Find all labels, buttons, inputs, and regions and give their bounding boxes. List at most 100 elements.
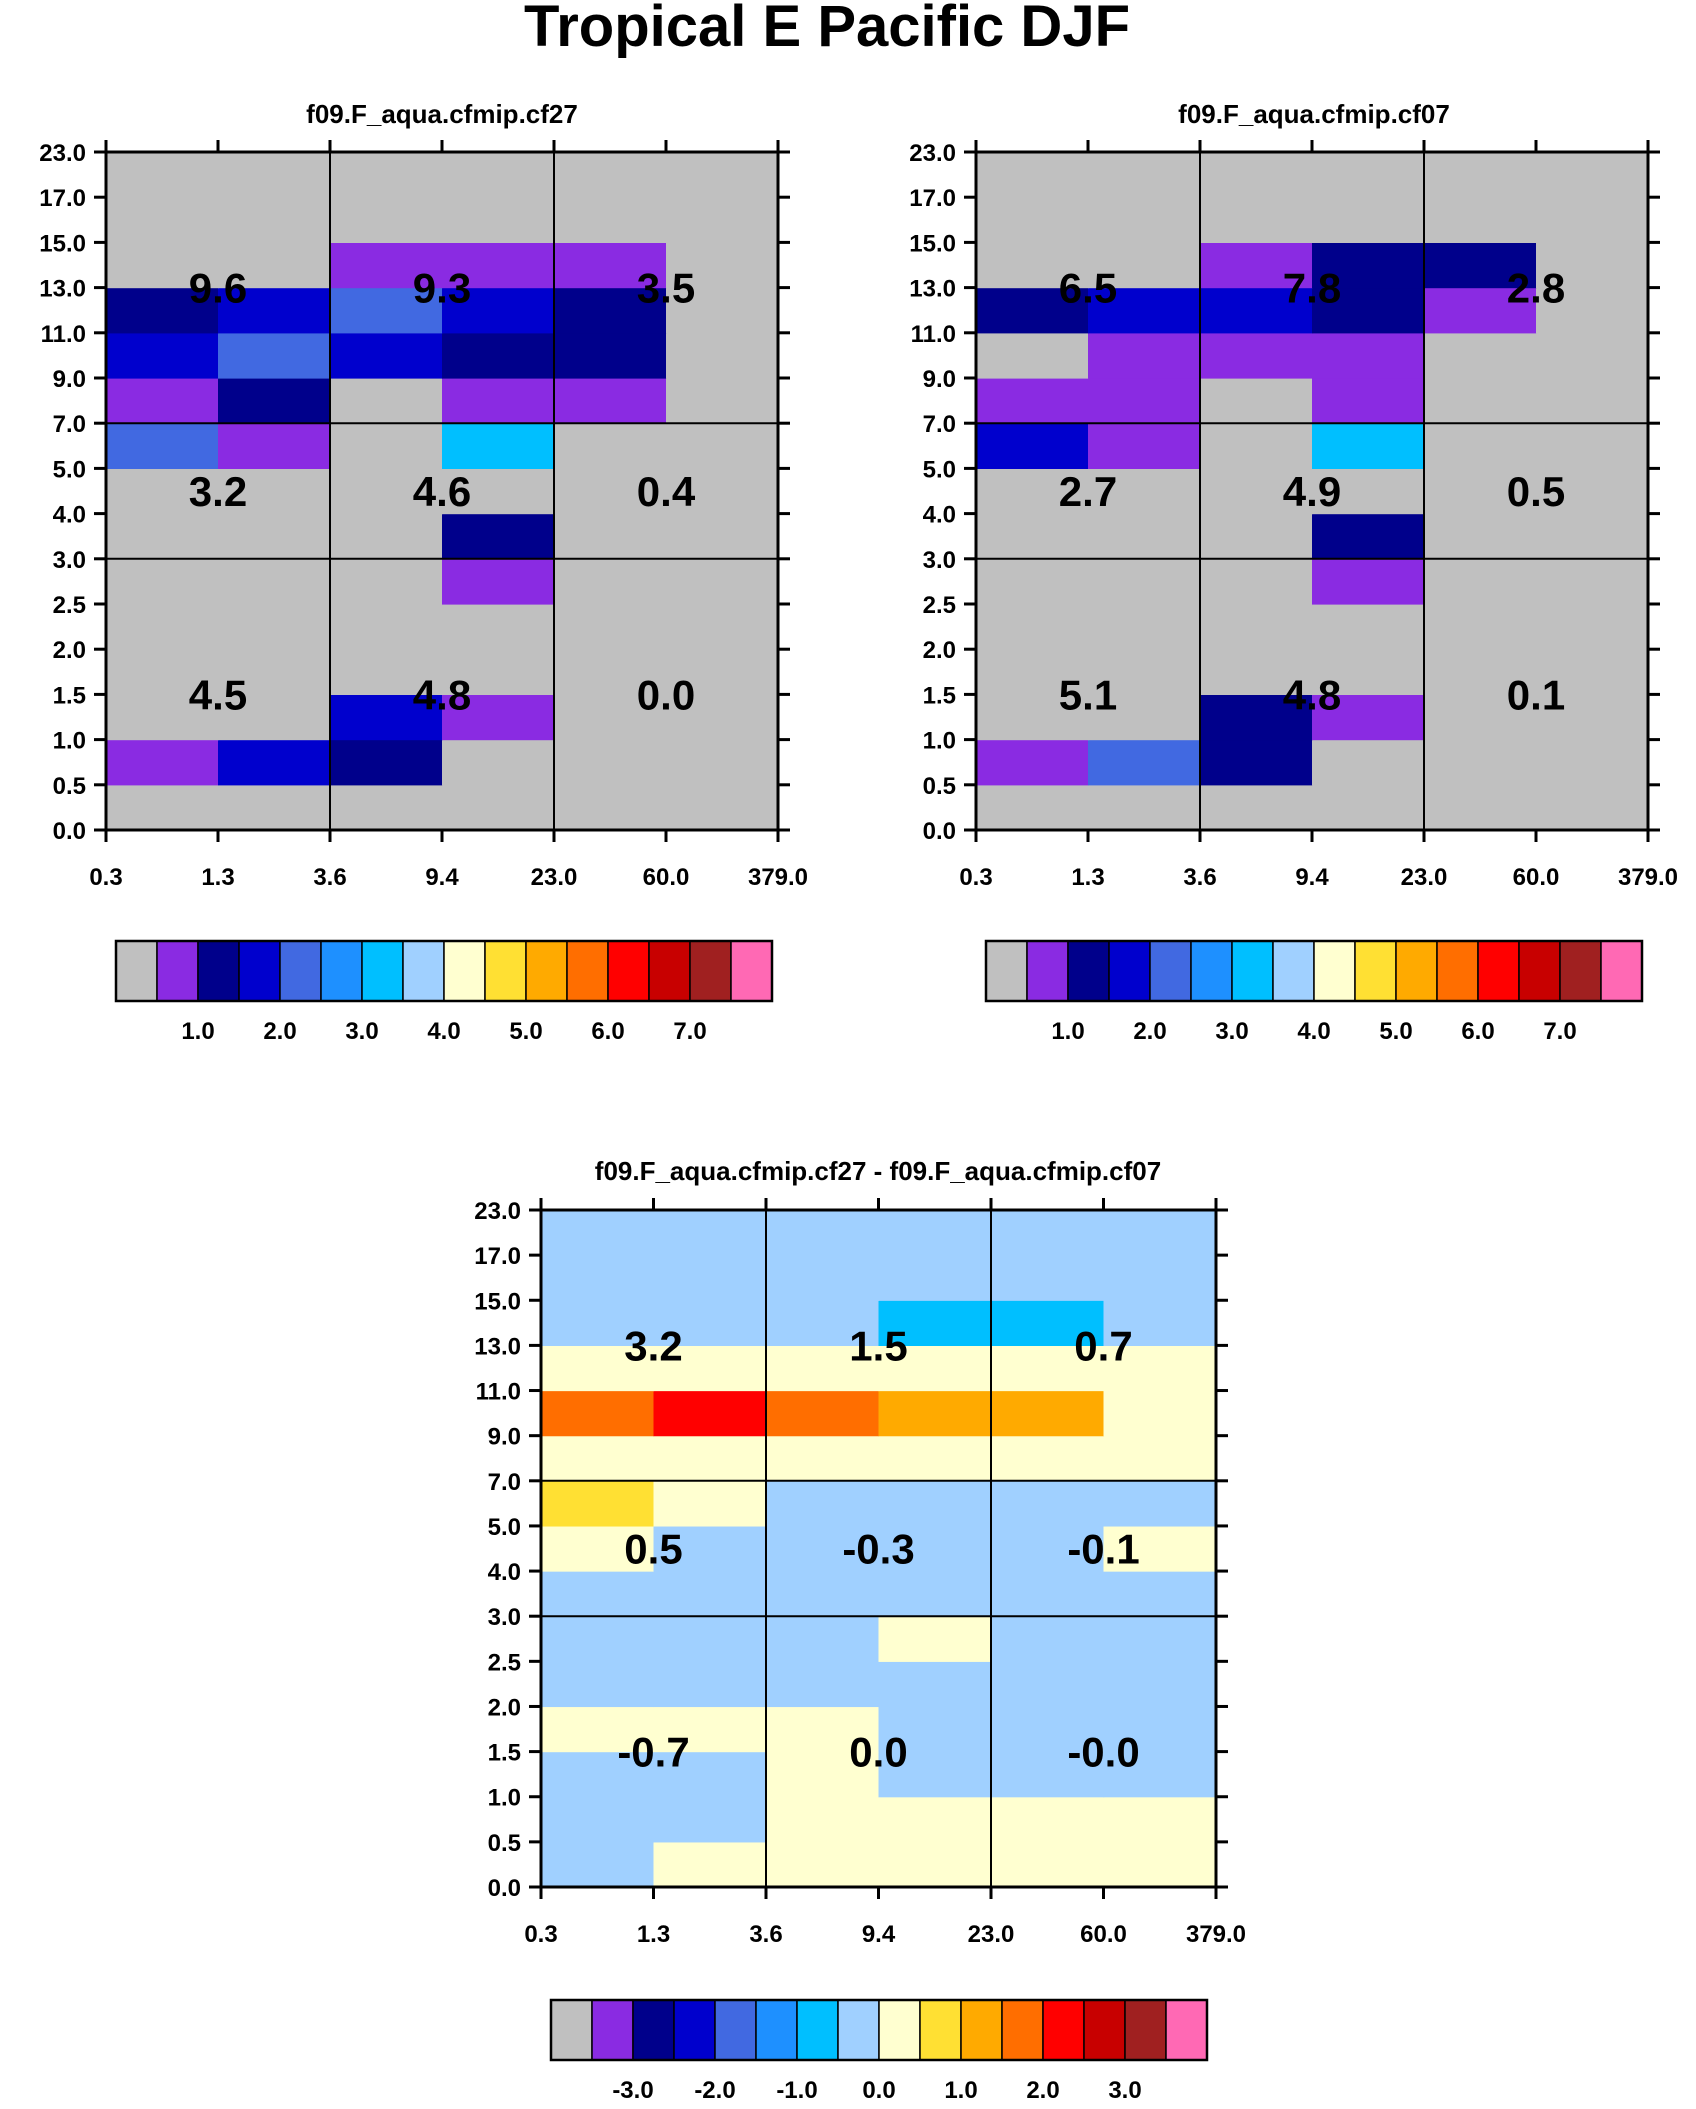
heatmap-cell [878,1661,992,1708]
heatmap-cell [1536,423,1649,469]
heatmap-cell [1312,287,1425,334]
heatmap-cell [1312,152,1425,198]
heatmap-cell [106,468,219,515]
y-tick-label: 7.0 [53,411,86,438]
heatmap-cell [878,1345,992,1392]
y-tick-label: 0.0 [923,818,956,845]
heatmap-cell [330,152,443,198]
heatmap-cell [766,1300,880,1346]
block-value-label: 7.8 [1283,265,1341,312]
heatmap-cell [541,1616,655,1662]
heatmap-cell [1424,739,1537,786]
heatmap-cell [330,694,443,741]
heatmap-cell [442,784,555,831]
x-tick-label: 23.0 [968,1921,1015,1948]
colorbar-swatch [837,1999,880,2061]
colorbar-swatch [796,1999,839,2061]
heatmap-cell [976,558,1089,605]
colorbar-label: 6.0 [1461,1018,1494,1045]
heatmap-cell [1200,423,1313,469]
heatmap-cell [666,242,779,289]
colorbar-swatch [1477,940,1520,1002]
y-tick-label: 0.5 [488,1830,521,1857]
heatmap-cell [1088,287,1201,334]
x-tick-label: 1.3 [637,1921,670,1948]
heatmap-cell [766,1841,880,1888]
heatmap-cell [1103,1661,1217,1708]
heatmap-cell [541,1480,655,1527]
x-tick-label: 379.0 [748,864,808,891]
heatmap-cell [1088,197,1201,243]
y-tick-label: 17.0 [474,1243,521,1270]
colorbar-swatch [1272,940,1315,1002]
panel-title: f09.F_aqua.cfmip.cf07 [1178,99,1450,129]
colorbar-label: 1.0 [181,1018,214,1045]
heatmap-cell [976,604,1089,650]
y-tick-label: 2.0 [53,637,86,664]
heatmap-cell [991,1435,1105,1482]
heatmap-cell [1103,1255,1217,1301]
colorbar-swatch [550,1999,593,2061]
y-tick-label: 7.0 [488,1469,521,1496]
block-value-label: 0.1 [1507,671,1565,718]
colorbar-swatch [878,1999,921,2061]
heatmap-cell [330,513,443,560]
heatmap-cell [554,513,667,560]
colorbar-label: 2.0 [1133,1018,1166,1045]
colorbar-swatch [320,940,363,1002]
heatmap-cell [1200,332,1313,379]
heatmap-cell [106,197,219,243]
heatmap-cell [218,513,331,560]
block-value-label: 4.9 [1283,468,1341,515]
heatmap-cell [1312,604,1425,650]
x-tick-label: 3.6 [1183,864,1216,891]
colorbar-frame [984,939,1644,1003]
heatmap-cell [218,287,331,334]
x-tick-label: 0.3 [524,1921,557,1948]
x-tick-label: 9.4 [1295,864,1329,891]
colorbar-swatch [607,940,650,1002]
heatmap-cell [666,694,779,741]
heatmap-cell [218,332,331,379]
heatmap-cell [1200,287,1313,334]
y-tick-label: 2.5 [53,592,86,619]
heatmap-cell [541,1661,655,1708]
heatmap-cell [106,423,219,469]
colorbar-swatch [156,940,199,1002]
block-value-label: 2.7 [1059,468,1117,515]
block-value-label: 4.8 [1283,671,1341,718]
heatmap-cell [1200,468,1313,515]
colorbar-label: 3.0 [345,1018,378,1045]
heatmap-cell [1103,1796,1217,1843]
heatmap-cell [554,468,667,515]
y-tick-label: 3.0 [53,547,86,574]
heatmap-cell [766,1210,880,1256]
y-tick-label: 11.0 [41,321,86,348]
colorbar-swatch [1436,940,1479,1002]
y-tick-label: 13.0 [909,276,956,303]
heatmap-cell [1200,378,1313,424]
heatmap-cell [1200,604,1313,650]
heatmap-cell [991,1300,1105,1346]
colorbar-label: -2.0 [694,2077,735,2104]
heatmap-cell [442,332,555,379]
heatmap-cell [106,739,219,786]
heatmap-cell [1312,739,1425,786]
heatmap-cell [766,1435,880,1482]
heatmap-cell [766,1571,880,1617]
heatmap-cell [976,378,1089,424]
heatmap-cell [330,332,443,379]
heatmap-cell [1424,197,1537,243]
heatmap-cell [991,1525,1105,1572]
heatmap-cell [330,197,443,243]
heatmap-cell [554,604,667,650]
heatmap-cell [442,604,555,650]
heatmap-cell [541,1751,655,1798]
y-tick-label: 9.0 [923,366,956,393]
y-tick-label: 15.0 [39,230,86,257]
colorbar-swatch [1124,1999,1167,2061]
heatmap-cell [1536,649,1649,695]
heatmap-cell [106,604,219,650]
heatmap-cell [766,1345,880,1392]
heatmap-cell [653,1525,767,1572]
